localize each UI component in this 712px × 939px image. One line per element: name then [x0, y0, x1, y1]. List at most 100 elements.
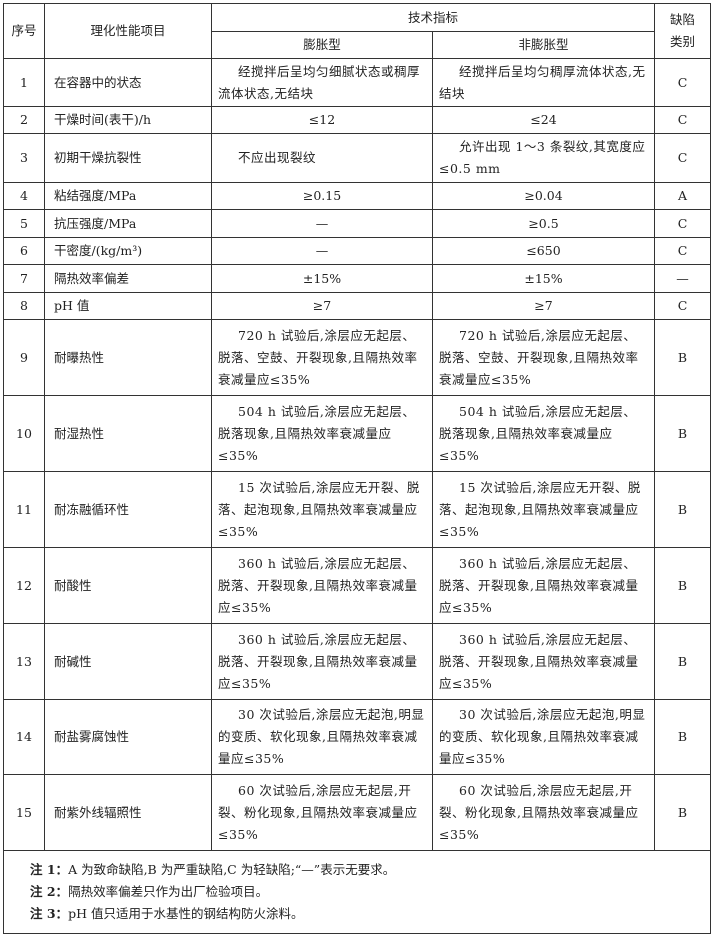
row-item: 在容器中的状态: [44, 58, 212, 107]
note: 注 3：pH 值只适用于水基性的钢结构防火涂料。: [30, 903, 710, 925]
nonexpand-value: 允许出现 1～3 条裂纹,其宽度应≤0.5 mm: [431, 133, 656, 183]
row-number: 12: [3, 547, 45, 624]
table-row: 8 pH 值 ≥7 ≥7 C: [3, 292, 712, 320]
table-row: 6 干密度/(kg/m³) — ≤650 C: [3, 237, 712, 265]
nonexpand-value: ≥0.5: [431, 209, 656, 238]
defect-category: —: [654, 264, 712, 293]
nonexpand-value: ±15%: [431, 264, 656, 293]
note-text: 隔热效率偏差只作为出厂检验项目。: [68, 884, 269, 899]
row-number: 2: [3, 106, 45, 134]
expand-value: 60 次试验后,涂层应无起层,开裂、粉化现象,且隔热效率衰减量应≤35%: [211, 774, 433, 851]
expand-value: ±15%: [211, 264, 433, 293]
table-row: 13 耐碱性 360 h 试验后,涂层应无起层、脱落、开裂现象,且隔热效率衰减量应≤…: [3, 623, 712, 700]
table-notes: 注 1：A 为致命缺陷,B 为严重缺陷,C 为轻缺陷;“—”表示无要求。注 2：…: [2, 850, 712, 934]
row-number: 14: [3, 699, 45, 775]
expand-value: —: [211, 237, 433, 265]
nonexpand-value: 60 次试验后,涂层应无起层,开裂、粉化现象,且隔热效率衰减量应≤35%: [431, 774, 656, 851]
table-row: 11 耐冻融循环性 15 次试验后,涂层应无开裂、脱落、起泡现象,且隔热效率衰减量应…: [3, 471, 712, 548]
note-label: 注 1：: [30, 862, 69, 877]
row-item: pH 值: [44, 292, 212, 320]
expand-value: ≥7: [211, 292, 433, 320]
note-text: pH 值只适用于水基性的钢结构防火涂料。: [68, 906, 304, 921]
defect-category: B: [654, 471, 712, 548]
expand-value: 720 h 试验后,涂层应无起层、脱落、空鼓、开裂现象,且隔热效率衰减量应≤35…: [211, 319, 433, 396]
expand-value: 360 h 试验后,涂层应无起层、脱落、开裂现象,且隔热效率衰减量应≤35%: [211, 547, 433, 624]
defect-category: C: [654, 237, 712, 265]
table-row: 2 干燥时间(表干)/h ≤12 ≤24 C: [3, 106, 712, 134]
expand-value: ≤12: [211, 106, 433, 134]
row-item: 耐曝热性: [44, 319, 212, 396]
expand-value: 15 次试验后,涂层应无开裂、脱落、起泡现象,且隔热效率衰减量应≤35%: [211, 471, 433, 548]
row-number: 4: [3, 182, 45, 210]
defect-category: C: [654, 292, 712, 320]
row-number: 10: [3, 395, 45, 472]
note-label: 注 2：: [30, 884, 69, 899]
table-row: 15 耐紫外线辐照性 60 次试验后,涂层应无起层,开裂、粉化现象,且隔热效率衰减量…: [3, 774, 712, 851]
nonexpand-value: ≤650: [431, 237, 656, 265]
table-row: 5 抗压强度/MPa — ≥0.5 C: [3, 209, 712, 238]
row-item: 隔热效率偏差: [44, 264, 212, 293]
defect-category: A: [654, 182, 712, 210]
row-number: 8: [3, 292, 45, 320]
defect-category: B: [654, 623, 712, 700]
row-item: 耐湿热性: [44, 395, 212, 472]
table-row: 14 耐盐雾腐蚀性 30 次试验后,涂层应无起泡,明显的变质、软化现象,且隔热效率衰…: [3, 699, 712, 775]
note-text: A 为致命缺陷,B 为严重缺陷,C 为轻缺陷;“—”表示无要求。: [68, 862, 396, 877]
row-number: 15: [3, 774, 45, 851]
table-row: 3 初期干燥抗裂性 不应出现裂纹 允许出现 1～3 条裂纹,其宽度应≤0.5 mm C: [3, 133, 712, 183]
expand-value: 不应出现裂纹: [211, 133, 433, 183]
expand-value: ≥0.15: [211, 182, 433, 210]
table-row: 4 粘结强度/MPa ≥0.15 ≥0.04 A: [3, 182, 712, 210]
defect-category: C: [654, 106, 712, 134]
nonexpand-value: 15 次试验后,涂层应无开裂、脱落、起泡现象,且隔热效率衰减量应≤35%: [431, 471, 656, 548]
nonexpand-value: ≤24: [431, 106, 656, 134]
nonexpand-value: 360 h 试验后,涂层应无起层、脱落、开裂现象,且隔热效率衰减量应≤35%: [431, 623, 656, 700]
table-row: 9 耐曝热性 720 h 试验后,涂层应无起层、脱落、空鼓、开裂现象,且隔热效率衰减…: [3, 319, 712, 396]
header-tech: 技术指标: [210, 3, 656, 32]
row-item: 耐酸性: [44, 547, 212, 624]
row-item: 耐盐雾腐蚀性: [44, 699, 212, 775]
table-row: 7 隔热效率偏差 ±15% ±15% —: [3, 264, 712, 293]
defect-category: C: [654, 58, 712, 107]
expand-value: 经搅拌后呈均匀细腻状态或稠厚流体状态,无结块: [211, 58, 433, 107]
row-item: 干密度/(kg/m³): [44, 237, 212, 265]
row-item: 抗压强度/MPa: [44, 209, 212, 238]
row-number: 5: [3, 209, 45, 238]
note-label: 注 3：: [30, 906, 69, 921]
row-item: 初期干燥抗裂性: [44, 133, 212, 183]
expand-value: —: [211, 209, 433, 238]
defect-category: B: [654, 319, 712, 396]
row-number: 7: [3, 264, 45, 293]
expand-value: 360 h 试验后,涂层应无起层、脱落、开裂现象,且隔热效率衰减量应≤35%: [211, 623, 433, 700]
defect-category: C: [654, 209, 712, 238]
row-item: 耐碱性: [44, 623, 212, 700]
defect-category: B: [654, 547, 712, 624]
nonexpand-value: ≥7: [431, 292, 656, 320]
table-row: 12 耐酸性 360 h 试验后,涂层应无起层、脱落、开裂现象,且隔热效率衰减量应≤…: [3, 547, 712, 624]
note: 注 1：A 为致命缺陷,B 为严重缺陷,C 为轻缺陷;“—”表示无要求。: [30, 859, 710, 881]
header-expand: 膨胀型: [211, 31, 433, 59]
row-item: 干燥时间(表干)/h: [44, 106, 212, 134]
row-number: 6: [3, 237, 45, 265]
row-number: 9: [3, 319, 45, 396]
nonexpand-value: 504 h 试验后,涂层应无起层、脱落现象,且隔热效率衰减量应≤35%: [431, 395, 656, 472]
header-nonexpand: 非膨胀型: [431, 31, 656, 59]
row-item: 粘结强度/MPa: [44, 182, 212, 210]
defect-category: B: [654, 395, 712, 472]
nonexpand-value: 720 h 试验后,涂层应无起层、脱落、空鼓、开裂现象,且隔热效率衰减量应≤35…: [431, 319, 656, 396]
row-item: 耐冻融循环性: [44, 471, 212, 548]
row-number: 11: [3, 471, 45, 548]
defect-category: B: [654, 699, 712, 775]
table-row: 1 在容器中的状态 经搅拌后呈均匀细腻状态或稠厚流体状态,无结块 经搅拌后呈均匀稠厚流…: [3, 58, 712, 107]
defect-category: B: [654, 774, 712, 851]
row-number: 3: [3, 133, 45, 183]
header-seq: 序号: [3, 3, 45, 59]
expand-value: 504 h 试验后,涂层应无起层、脱落现象,且隔热效率衰减量应≤35%: [211, 395, 433, 472]
header-item: 理化性能项目: [44, 3, 212, 59]
nonexpand-value: ≥0.04: [431, 182, 656, 210]
row-number: 1: [3, 58, 45, 107]
note: 注 2：隔热效率偏差只作为出厂检验项目。: [30, 881, 710, 903]
nonexpand-value: 360 h 试验后,涂层应无起层、脱落、开裂现象,且隔热效率衰减量应≤35%: [431, 547, 656, 624]
header-defect: 缺陷类别: [654, 3, 712, 59]
table-row: 10 耐湿热性 504 h 试验后,涂层应无起层、脱落现象,且隔热效率衰减量应≤35…: [3, 395, 712, 472]
